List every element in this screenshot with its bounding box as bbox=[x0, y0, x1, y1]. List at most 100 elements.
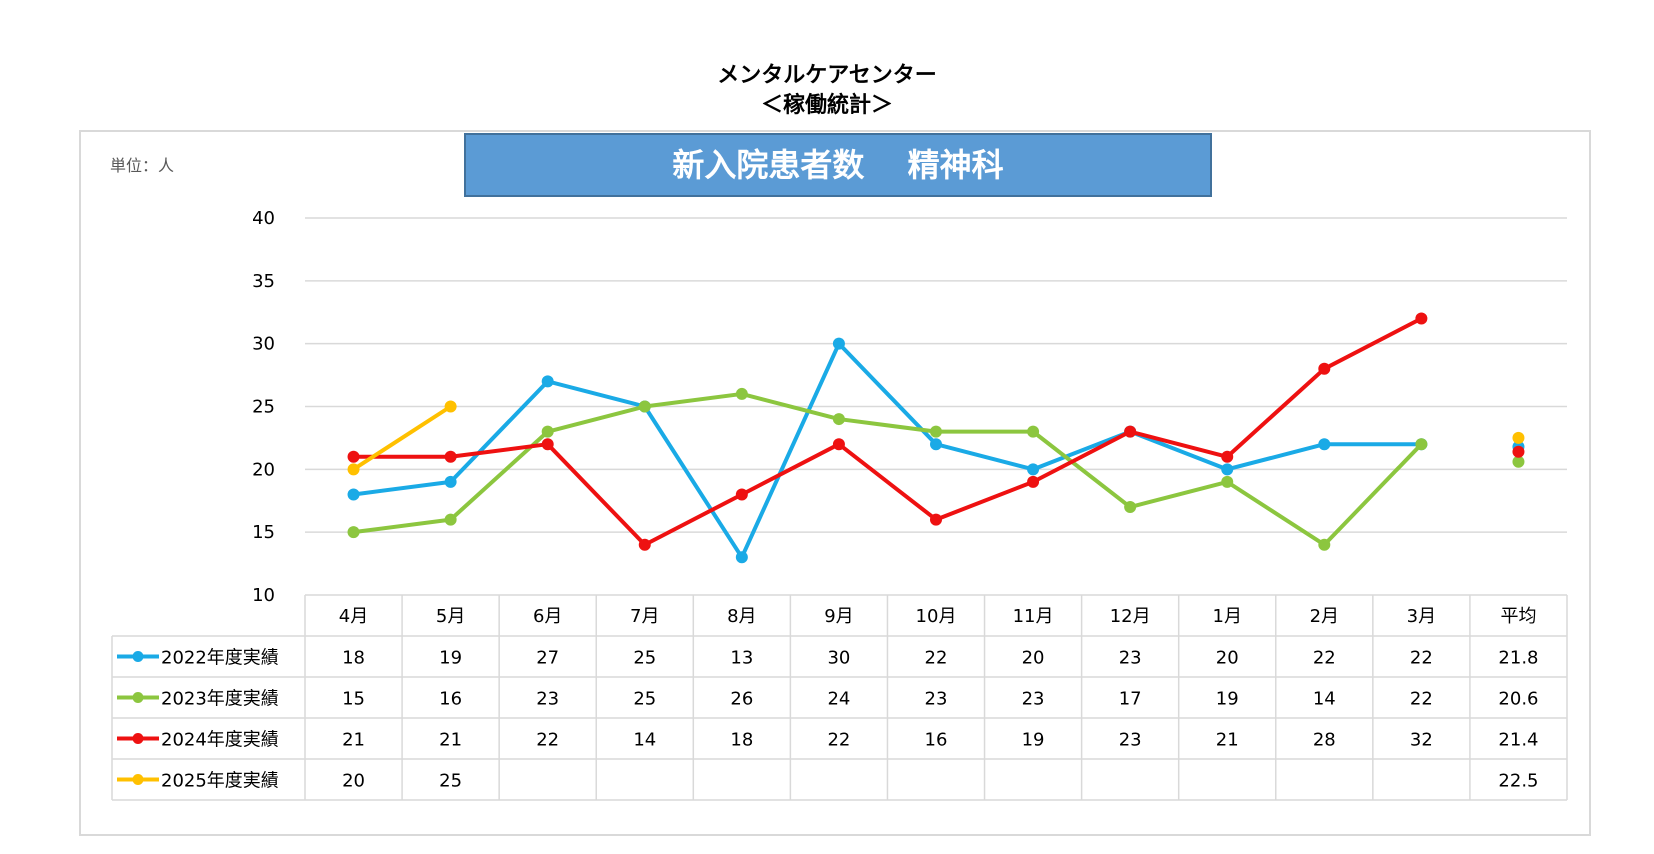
table-cell: 15 bbox=[342, 689, 365, 710]
series-line bbox=[351, 341, 1424, 560]
average-markers bbox=[1512, 431, 1525, 468]
data-point bbox=[832, 413, 845, 426]
category-label: 10月 bbox=[916, 606, 957, 627]
data-point bbox=[541, 425, 554, 438]
table-cell: 19 bbox=[439, 648, 462, 669]
data-point bbox=[347, 526, 360, 539]
table-cell: 23 bbox=[1022, 689, 1045, 710]
data-point bbox=[1221, 463, 1234, 476]
data-table: 4月 5月 6月 7月 8月 9月 10月 11月 12月 1月 2月 3月 平均 2022年度実績 18 1… bbox=[111, 594, 1568, 801]
data-point bbox=[735, 387, 748, 400]
table-cell: 24 bbox=[827, 689, 850, 710]
data-point bbox=[1221, 475, 1234, 488]
table-cell: 25 bbox=[439, 771, 462, 792]
table-cell-average: 21.4 bbox=[1498, 730, 1538, 751]
table-cell: 17 bbox=[1119, 689, 1142, 710]
table-cell: 22 bbox=[827, 730, 850, 751]
table-cell: 20 bbox=[1216, 648, 1239, 669]
data-point bbox=[444, 450, 457, 463]
table-cell: 22 bbox=[1410, 689, 1433, 710]
table-cell: 13 bbox=[730, 648, 753, 669]
data-point bbox=[930, 438, 942, 451]
table-cell: 18 bbox=[730, 730, 753, 751]
y-tick-label: 15 bbox=[252, 522, 275, 543]
y-tick-label: 10 bbox=[252, 585, 275, 606]
category-label: 1月 bbox=[1213, 606, 1242, 627]
series-3 bbox=[347, 400, 457, 476]
y-tick-label: 40 bbox=[252, 208, 275, 229]
data-point bbox=[1027, 475, 1040, 488]
page-title: メンタルケアセンター bbox=[717, 63, 937, 88]
average-point bbox=[1512, 445, 1525, 458]
legend-label: 2025年度実績 bbox=[161, 771, 279, 792]
table-cell: 23 bbox=[1119, 730, 1142, 751]
series-line bbox=[351, 404, 453, 472]
table-row: 2022年度実績 18 19 27 25 13 30 22 20 23 20 22 22 21.8 bbox=[117, 648, 1539, 669]
y-tick-label: 30 bbox=[252, 334, 275, 355]
table-cell-average: 20.6 bbox=[1498, 689, 1538, 710]
data-point bbox=[735, 551, 748, 564]
data-point bbox=[1318, 438, 1331, 451]
data-point bbox=[1124, 501, 1137, 514]
data-point bbox=[1415, 438, 1428, 451]
data-point bbox=[1124, 425, 1137, 438]
table-cell: 16 bbox=[925, 730, 948, 751]
legend-marker bbox=[132, 651, 144, 662]
table-row: 2023年度実績 15 16 23 25 26 24 23 23 17 19 14 22 20.6 bbox=[117, 689, 1539, 710]
series-2 bbox=[347, 312, 1428, 551]
table-cell: 25 bbox=[633, 648, 656, 669]
table-cell: 20 bbox=[1022, 648, 1045, 669]
series-line bbox=[351, 316, 1424, 547]
table-cell: 25 bbox=[633, 689, 656, 710]
gridlines bbox=[305, 217, 1567, 533]
legend-label: 2023年度実績 bbox=[161, 689, 279, 710]
table-cell: 30 bbox=[827, 648, 850, 669]
legend-label: 2024年度実績 bbox=[161, 730, 279, 751]
table-cell: 32 bbox=[1410, 730, 1433, 751]
category-label: 8月 bbox=[727, 606, 756, 627]
legend-marker bbox=[132, 774, 144, 785]
data-point bbox=[347, 488, 360, 501]
table-cell: 20 bbox=[342, 771, 365, 792]
y-tick-label: 20 bbox=[252, 459, 275, 480]
data-point bbox=[1415, 312, 1428, 325]
data-point bbox=[930, 425, 942, 438]
y-tick-label: 35 bbox=[252, 271, 275, 292]
chart-title-banner: 新入院患者数 精神科 bbox=[464, 133, 1212, 197]
data-point bbox=[541, 375, 554, 388]
average-point bbox=[1512, 455, 1525, 468]
table-cell: 18 bbox=[342, 648, 365, 669]
table-cell: 23 bbox=[1119, 648, 1142, 669]
data-point bbox=[1318, 538, 1331, 551]
table-cell: 22 bbox=[536, 730, 559, 751]
table-cell: 14 bbox=[633, 730, 656, 751]
data-point bbox=[347, 463, 360, 476]
category-label: 12月 bbox=[1110, 606, 1151, 627]
data-point bbox=[1027, 425, 1040, 438]
table-cell: 16 bbox=[439, 689, 462, 710]
category-label: 5月 bbox=[436, 606, 465, 627]
table-row: 2024年度実績 21 21 22 14 18 22 16 19 23 21 28 32 21.4 bbox=[117, 730, 1539, 751]
data-point bbox=[444, 475, 457, 488]
table-row: 2025年度実績 20 25 22.5 bbox=[117, 771, 1539, 792]
table-cell: 26 bbox=[730, 689, 753, 710]
category-label: 平均 bbox=[1500, 606, 1536, 627]
data-point bbox=[1027, 463, 1040, 476]
page-subtitle: ＜稼働統計＞ bbox=[760, 93, 893, 118]
data-point bbox=[832, 337, 845, 350]
category-label: 11月 bbox=[1013, 606, 1054, 627]
legend-marker bbox=[132, 733, 144, 744]
data-point bbox=[930, 513, 942, 526]
category-label: 7月 bbox=[630, 606, 659, 627]
unit-label: 単位：人 bbox=[110, 156, 175, 175]
table-cell-average: 22.5 bbox=[1498, 771, 1538, 792]
data-point bbox=[541, 438, 554, 451]
table-cell: 21 bbox=[439, 730, 462, 751]
data-point bbox=[1318, 362, 1331, 375]
legend-label: 2022年度実績 bbox=[161, 648, 279, 669]
table-cell: 23 bbox=[925, 689, 948, 710]
table-cell: 28 bbox=[1313, 730, 1336, 751]
y-tick-label: 25 bbox=[252, 397, 275, 418]
data-point bbox=[347, 450, 360, 463]
